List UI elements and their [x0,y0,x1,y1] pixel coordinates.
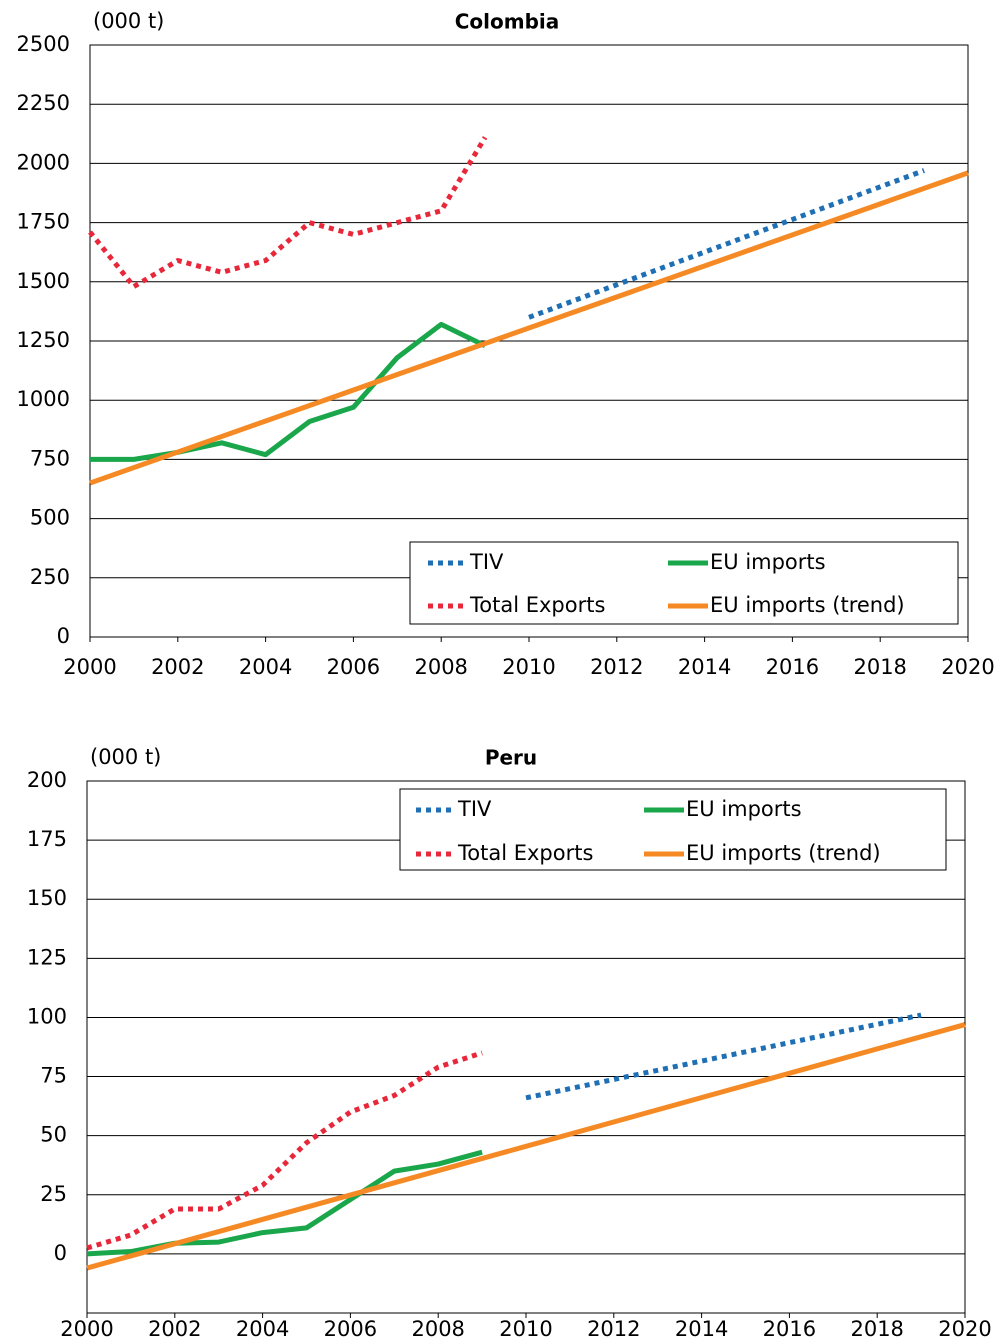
unit-label: (000 t) [93,9,164,33]
series-line [86,1022,966,1271]
legend: TIV EU imports Total Exports EU imports (tr… [409,541,959,625]
y-tick-label: 250 [30,565,70,589]
x-tick-label: 2008 [411,1317,464,1341]
series-line [86,1050,483,1251]
y-tick-label: 150 [27,886,67,910]
legend-label: Total Exports [469,593,605,617]
x-tick-label: 2004 [239,655,292,679]
x-tick-label: 2010 [499,1317,552,1341]
y-tick-label: 0 [57,624,70,648]
x-tick-label: 2012 [587,1317,640,1341]
legend-label: TIV [457,797,492,821]
legend: TIV EU imports Total Exports EU imports (tr… [399,788,947,871]
x-tick-label: 2014 [678,655,731,679]
series-line [525,1012,922,1101]
legend-label: EU imports [710,550,826,574]
unit-label: (000 t) [90,745,161,769]
y-tick-label: 25 [40,1182,67,1206]
series-line [88,136,488,290]
y-tick-label: 750 [30,446,70,470]
y-tick-label: 0 [54,1241,67,1265]
y-tick-label: 1750 [17,210,70,234]
x-tick-label: 2010 [502,655,555,679]
x-tick-label: 2020 [941,655,994,679]
y-tick-label: 2000 [17,150,70,174]
x-tick-label: 2016 [766,655,819,679]
x-tick-label: 2006 [324,1317,377,1341]
legend-box [409,541,959,625]
x-tick-label: 2008 [414,655,467,679]
x-tick-label: 2014 [675,1317,728,1341]
x-tick-label: 2002 [148,1317,201,1341]
y-tick-label: 75 [40,1064,67,1088]
y-tick-label: 1000 [17,387,70,411]
chart: 0 250 500 750 1000 1250 1500 1750 2000 2250 2500 20… [17,9,995,679]
x-tick-label: 2002 [151,655,204,679]
x-tick-label: 2004 [236,1317,289,1341]
y-tick-label: 200 [27,768,67,792]
series-line [89,170,969,486]
legend-label: Total Exports [457,841,593,865]
y-tick-label: 2250 [17,91,70,115]
y-tick-label: 125 [27,945,67,969]
series-line [528,168,925,320]
chart-title: Peru [485,746,537,770]
legend-label: TIV [469,550,504,574]
x-tick-label: 2000 [60,1317,113,1341]
chart-title: Colombia [455,10,560,34]
x-tick-label: 2016 [763,1317,816,1341]
x-tick-label: 2018 [850,1317,903,1341]
series-line [90,321,487,462]
y-tick-label: 100 [27,1004,67,1028]
y-tick-label: 1500 [17,269,70,293]
legend-label: EU imports (trend) [710,593,905,617]
y-tick-label: 50 [40,1123,67,1147]
chart: 0 25 50 75 100 125 150 175 200 2000 2002 2004 2006 20… [27,745,992,1341]
series-line [86,1149,483,1257]
x-tick-label: 2006 [327,655,380,679]
legend-label: EU imports [686,797,802,821]
y-tick-label: 2500 [17,32,70,56]
x-tick-label: 2020 [938,1317,991,1341]
x-tick-label: 2000 [63,655,116,679]
legend-label: EU imports (trend) [686,841,881,865]
y-tick-label: 500 [30,506,70,530]
y-tick-label: 1250 [17,328,70,352]
y-tick-label: 175 [27,827,67,851]
x-tick-label: 2018 [853,655,906,679]
x-tick-label: 2012 [590,655,643,679]
